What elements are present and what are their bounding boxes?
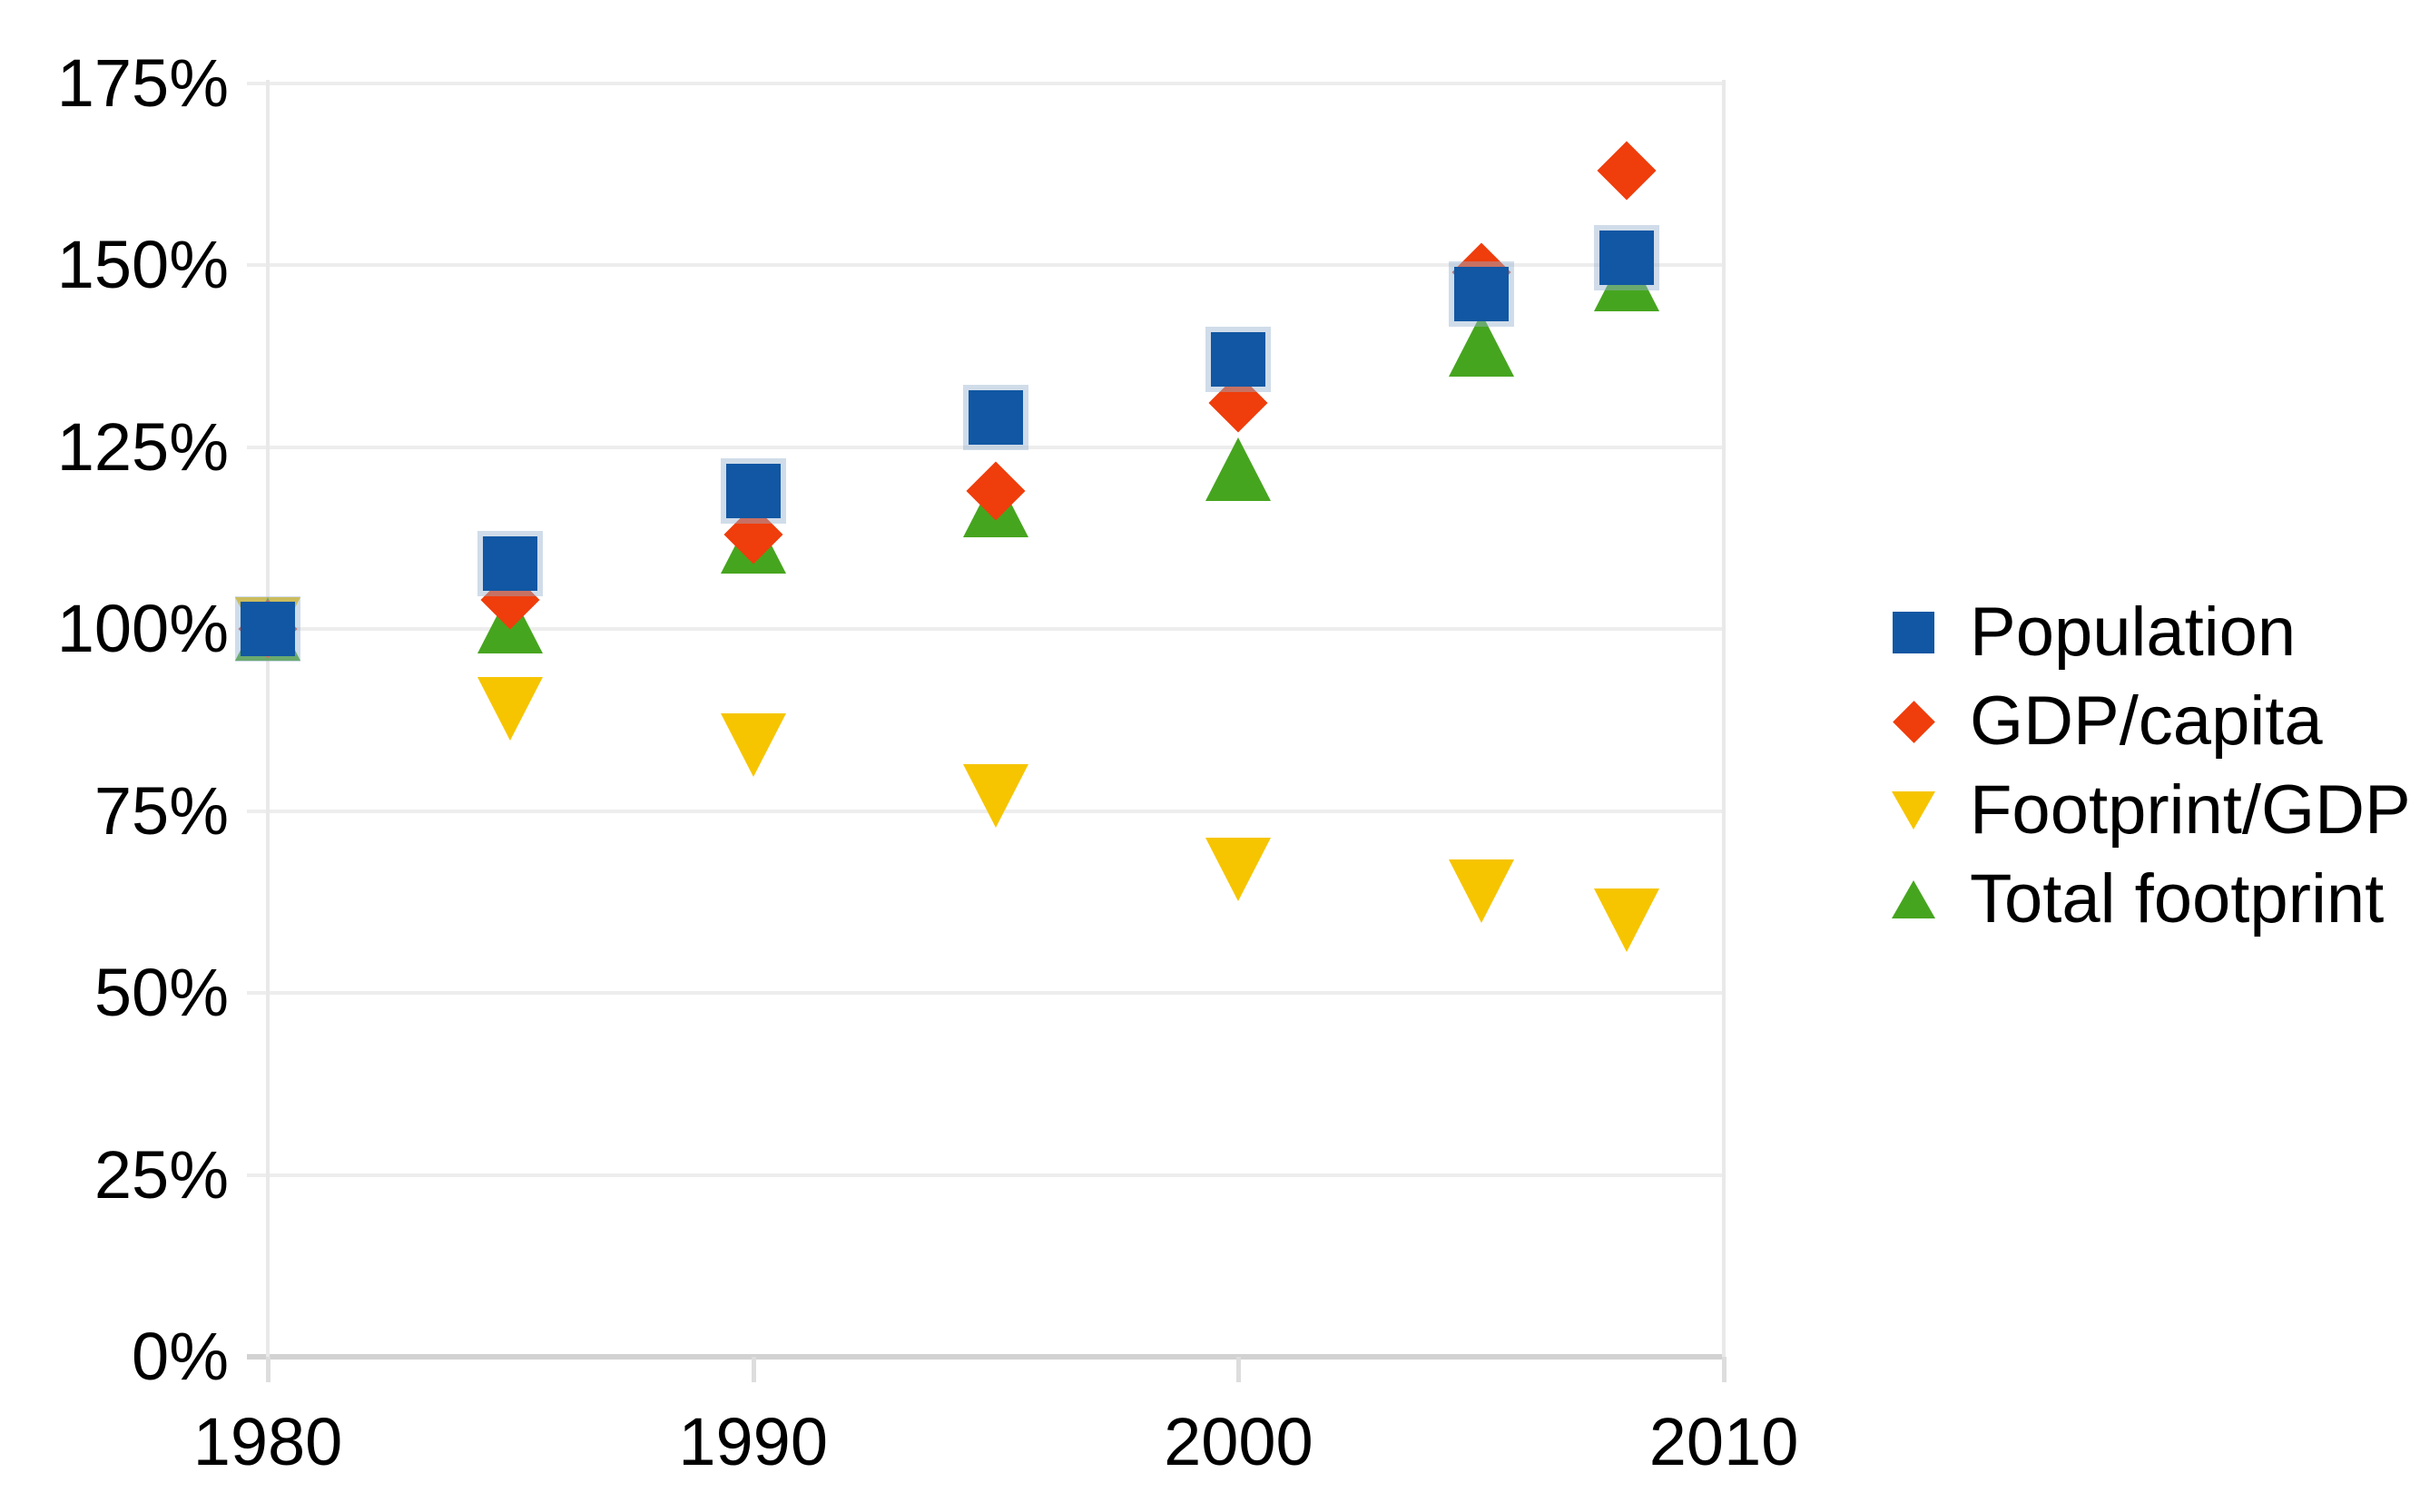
legend-marker-footprint-gdp [1892,791,1935,830]
marker-population-1985 [483,535,538,591]
x-tick-1980 [266,1357,271,1382]
legend-marker-population [1893,612,1934,653]
y-tick-label-50%: 50% [93,955,229,1030]
v-gridline-1980 [266,80,270,1382]
x-tick-1990 [751,1357,756,1382]
x-tick-label-1980: 1980 [192,1404,343,1479]
y-tick-label-25%: 25% [93,1136,229,1213]
y-tick-label-100%: 100% [56,591,229,666]
marker-total-footprint-2000 [1205,437,1272,501]
h-gridline-125% [247,445,1724,449]
marker-population-1980 [241,602,295,656]
legend-label-footprint-gdp: Footprint/GDP [1970,771,2411,849]
marker-population-2000 [1211,332,1266,388]
y-tick-label-175%: 175% [56,44,229,121]
h-gridline-175% [247,81,1724,85]
marker-population-1990 [725,463,781,518]
marker-footprint-gdp-1995 [963,764,1029,829]
y-tick-label-150%: 150% [56,227,229,302]
marker-population-2005 [1453,267,1509,322]
y-tick-label-75%: 75% [93,772,229,849]
marker-population-2008 [1599,230,1655,285]
marker-footprint-gdp-2005 [1448,859,1514,923]
x-tick-label-2000: 2000 [1164,1404,1313,1479]
y-tick-label-0%: 0% [132,1319,229,1394]
marker-footprint-gdp-2000 [1205,837,1272,901]
marker-total-footprint-2005 [1448,313,1514,378]
marker-footprint-gdp-2008 [1594,888,1660,952]
h-gridline-100% [247,627,1724,631]
h-gridline-25% [247,1173,1724,1177]
v-gridline-2010 [1722,80,1727,1382]
x-tick-label-1990: 1990 [678,1404,828,1479]
marker-population-1995 [969,390,1024,446]
legend-marker-total-footprint [1892,880,1935,918]
x-axis-line [247,1354,1724,1360]
h-gridline-50% [247,991,1724,995]
h-gridline-150% [247,263,1724,267]
legend-label-total-footprint: Total footprint [1970,860,2385,938]
x-tick-2010 [1722,1357,1727,1382]
legend-label-population: Population [1970,594,2297,671]
marker-gdp-capita-2008 [1597,141,1657,201]
marker-footprint-gdp-1985 [477,677,544,741]
marker-footprint-gdp-1990 [720,713,786,778]
y-tick-label-125%: 125% [56,408,229,485]
legend-label-gdp-capita: GDP/capita [1970,682,2323,760]
x-tick-2000 [1236,1357,1242,1382]
x-tick-label-2010: 2010 [1648,1404,1799,1479]
legend-marker-gdp-capita [1892,700,1935,743]
